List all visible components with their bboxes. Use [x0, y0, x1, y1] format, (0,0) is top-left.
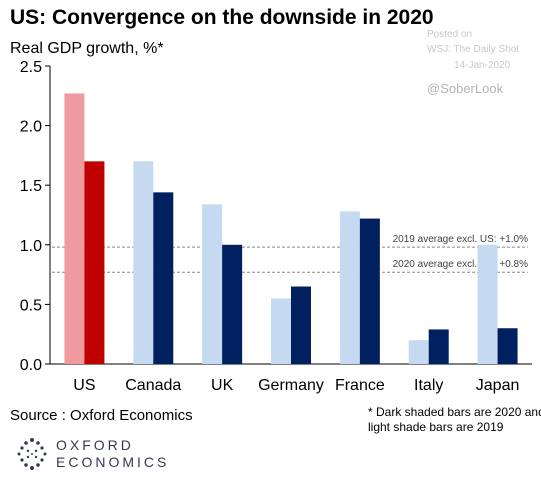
chart-subtitle: Real GDP growth, %*: [10, 40, 164, 57]
bar-2020-japan: [497, 328, 518, 364]
chart-title: US: Convergence on the downside in 2020: [10, 6, 434, 29]
bar-chart: 0.0 0.5 1.0 1.5 2.0 2.5 2019 average excl. US:…: [20, 59, 532, 394]
x-tick-label: Italy: [414, 377, 443, 394]
y-tick-label: 0.0: [20, 357, 42, 374]
y-tick-label: 0.5: [20, 297, 42, 314]
x-tick-label: Japan: [476, 377, 520, 394]
bar-2019-uk: [202, 204, 223, 364]
bar-2019-canada: [133, 161, 154, 364]
bar-2019-germany: [271, 298, 291, 364]
watermark-date: 14-Jan-2020: [454, 60, 511, 71]
oxford-economics-logo: OXFORD ECONOMICS: [14, 436, 166, 472]
bar-2019-france: [339, 211, 360, 364]
footnote-line-2: light shade bars are 2019: [368, 420, 504, 434]
bar-2020-canada: [153, 192, 174, 364]
y-tick-label: 1.5: [20, 178, 42, 195]
logo-text-oxford: OXFORD: [56, 437, 134, 453]
y-tick-label: 1.0: [20, 238, 42, 255]
bar-2020-italy: [428, 329, 449, 364]
watermark-posted-on: Posted on: [427, 29, 473, 40]
logo-text-economics: ECONOMICS: [56, 454, 170, 470]
bar-2019-japan: [477, 244, 498, 364]
bar-2019-italy: [408, 340, 429, 364]
source-note: Source : Oxford Economics: [10, 407, 193, 424]
logo-mark-icon: [17, 438, 47, 470]
x-tick-label: Canada: [125, 377, 181, 394]
reference-line-label: 2019 average excl. US: +1.0%: [393, 234, 528, 245]
bar-2020-germany: [291, 286, 311, 364]
x-tick-label: UK: [211, 377, 234, 394]
watermark-source: WSJ: The Daily Shot: [427, 44, 520, 55]
x-tick-label: Germany: [258, 377, 324, 394]
x-tick-label: US: [73, 377, 95, 394]
x-tick-label: France: [335, 377, 385, 394]
y-tick-label: 2.0: [20, 119, 42, 136]
footnote-line-1: * Dark shaded bars are 2020 and: [368, 405, 541, 419]
y-tick-label: 2.5: [20, 59, 42, 76]
bar-2020-uk: [222, 244, 243, 364]
bar-2020-france: [359, 218, 380, 364]
reference-line-label: 2020 average excl. US: +0.8%: [393, 259, 528, 270]
bar-2019-us: [64, 93, 85, 364]
bar-2020-us: [84, 161, 105, 364]
watermark-handle: @SoberLook: [427, 81, 504, 96]
